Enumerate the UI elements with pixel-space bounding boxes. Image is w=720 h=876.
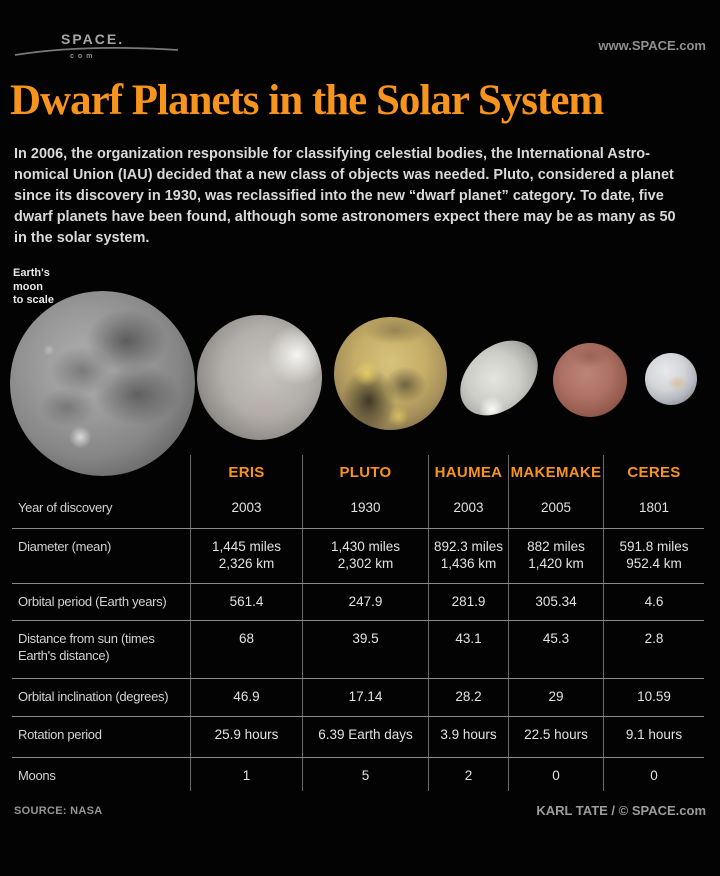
pluto-image <box>334 317 447 430</box>
value-cell-makemake: 2005 <box>508 490 603 528</box>
table-row: Diameter (mean) 1,445 miles 2,326 km 1,430… <box>12 528 704 583</box>
value-cell-ceres: 0 <box>603 758 704 791</box>
value-cell-pluto: 1930 <box>302 490 428 528</box>
comparison-table: ERIS PLUTO HAUMEA MAKEMAKE CERES Year of disc… <box>12 455 704 791</box>
value-cell-pluto: 39.5 <box>302 621 428 678</box>
value-cell-ceres: 2.8 <box>603 621 704 678</box>
site-url: www.SPACE.com <box>598 38 706 53</box>
table-row: Rotation period 25.9 hours 6.39 Earth days… <box>12 716 704 757</box>
value-cell-makemake: 22.5 hours <box>508 717 603 757</box>
eris-image <box>197 315 322 440</box>
value-cell-pluto: 247.9 <box>302 584 428 620</box>
value-cell-haumea: 28.2 <box>428 679 508 716</box>
value-cell-pluto: 1,430 miles 2,302 km <box>302 529 428 583</box>
value-cell-haumea: 2003 <box>428 490 508 528</box>
column-header-pluto: PLUTO <box>302 455 428 490</box>
page-title: Dwarf Planets in the Solar System <box>10 77 604 124</box>
footer-credit: KARL TATE / © SPACE.com <box>536 803 706 818</box>
table-row: Distance from sun (times Earth's distanc… <box>12 620 704 678</box>
space-logo-text: SPACE. <box>61 31 125 47</box>
value-cell-haumea: 3.9 hours <box>428 717 508 757</box>
value-cell-eris: 2003 <box>190 490 302 528</box>
value-cell-pluto: 5 <box>302 758 428 791</box>
value-cell-eris: 1,445 miles 2,326 km <box>190 529 302 583</box>
value-cell-haumea: 43.1 <box>428 621 508 678</box>
footer-source: SOURCE: NASA <box>14 805 103 817</box>
moon-scale-note: Earth's moon to scale <box>13 267 54 306</box>
table-row: Orbital period (Earth years) 561.4 247.9 28… <box>12 583 704 620</box>
value-cell-makemake: 882 miles 1,420 km <box>508 529 603 583</box>
row-label: Orbital inclination (degrees) <box>18 689 169 704</box>
value-cell-ceres: 9.1 hours <box>603 717 704 757</box>
row-label: Distance from sun (times Earth's distanc… <box>18 631 155 663</box>
value-cell-ceres: 4.6 <box>603 584 704 620</box>
value-cell-ceres: 591.8 miles 952.4 km <box>603 529 704 583</box>
table-header-row: ERIS PLUTO HAUMEA MAKEMAKE CERES <box>12 455 704 490</box>
ceres-image <box>645 353 697 405</box>
makemake-image <box>553 343 627 417</box>
value-cell-eris: 561.4 <box>190 584 302 620</box>
value-cell-makemake: 29 <box>508 679 603 716</box>
value-cell-ceres: 1801 <box>603 490 704 528</box>
column-header-makemake: MAKEMAKE <box>508 455 603 490</box>
value-cell-eris: 25.9 hours <box>190 717 302 757</box>
value-cell-makemake: 305.34 <box>508 584 603 620</box>
row-label: Rotation period <box>18 727 102 742</box>
value-cell-pluto: 17.14 <box>302 679 428 716</box>
row-label: Moons <box>18 768 56 783</box>
value-cell-pluto: 6.39 Earth days <box>302 717 428 757</box>
table-row: Orbital inclination (degrees) 46.9 17.14 28… <box>12 678 704 716</box>
value-cell-haumea: 2 <box>428 758 508 791</box>
column-header-haumea: HAUMEA <box>428 455 508 490</box>
value-cell-ceres: 10.59 <box>603 679 704 716</box>
value-cell-eris: 68 <box>190 621 302 678</box>
table-row: Moons 1 5 2 0 0 <box>12 757 704 791</box>
value-cell-haumea: 892.3 miles 1,436 km <box>428 529 508 583</box>
value-cell-haumea: 281.9 <box>428 584 508 620</box>
row-label: Diameter (mean) <box>18 539 112 554</box>
table-row: Year of discovery 2003 1930 2003 2005 1801 <box>12 490 704 528</box>
earth-moon-image <box>10 291 195 476</box>
intro-paragraph: In 2006, the organization responsible fo… <box>14 146 676 246</box>
row-label: Year of discovery <box>18 500 113 515</box>
figures-section: Earth's moon to scale <box>0 255 720 480</box>
value-cell-makemake: 45.3 <box>508 621 603 678</box>
space-logo-swoosh-icon <box>14 46 179 56</box>
haumea-image <box>445 325 553 431</box>
value-cell-eris: 46.9 <box>190 679 302 716</box>
space-logo-com-text: com <box>70 53 97 60</box>
value-cell-makemake: 0 <box>508 758 603 791</box>
column-header-eris: ERIS <box>190 455 302 490</box>
value-cell-eris: 1 <box>190 758 302 791</box>
column-header-ceres: CERES <box>603 455 704 490</box>
row-label: Orbital period (Earth years) <box>18 594 167 609</box>
